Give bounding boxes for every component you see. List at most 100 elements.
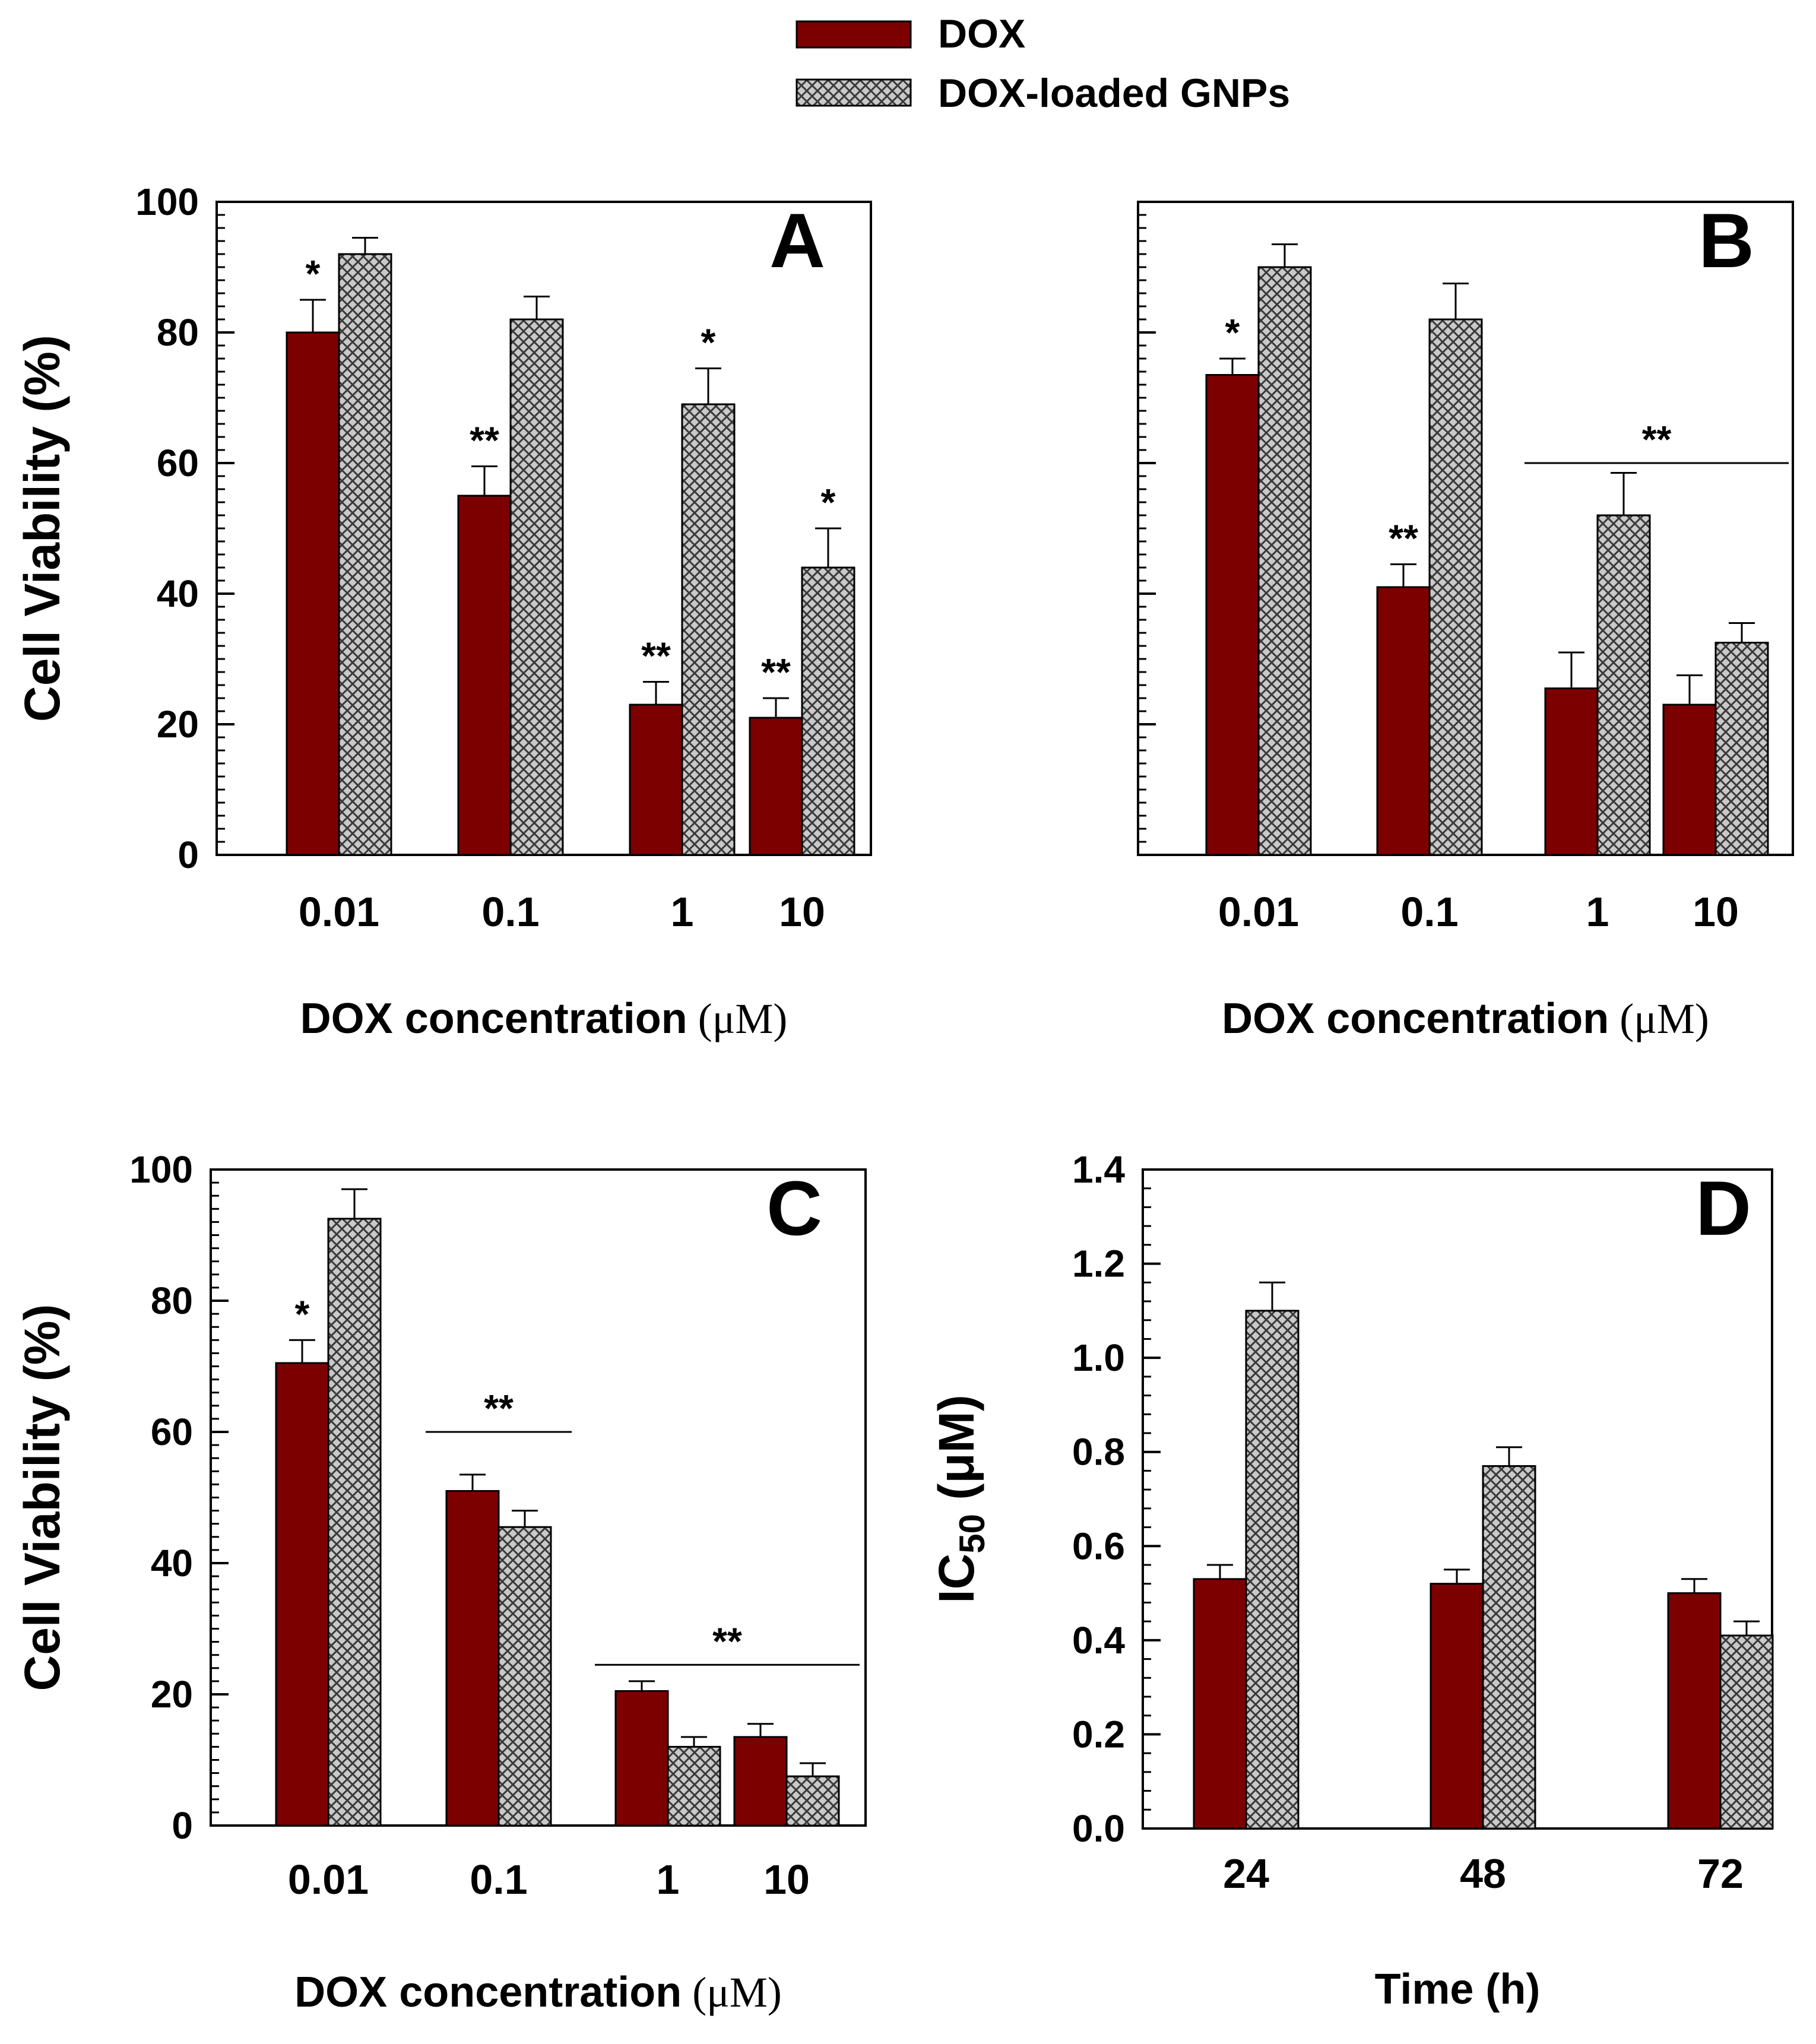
- x-axis-unit: (μM): [682, 1969, 782, 2016]
- bar-dox: [286, 331, 340, 856]
- y-tick-label: 80: [157, 311, 199, 354]
- bar-dox: [1544, 687, 1599, 856]
- bar-dox-loaded-gnps: [338, 253, 392, 856]
- significance-marker: **: [484, 1387, 514, 1430]
- x-tick-label: 0.01: [1218, 889, 1299, 935]
- bar-dox-loaded-gnps: [681, 403, 736, 856]
- significance-marker: **: [1642, 418, 1672, 461]
- bar-dox-loaded-gnps: [327, 1218, 382, 1827]
- y-tick-label: 60: [151, 1411, 193, 1453]
- y-axis-label-subscript: 50: [952, 1514, 992, 1554]
- legend-swatch-dox: [796, 20, 912, 49]
- x-tick-label: 48: [1460, 1850, 1506, 1897]
- y-tick-label: 100: [135, 180, 199, 223]
- y-axis-label: Cell Viability (%): [14, 335, 70, 722]
- y-tick-label: 1.0: [1072, 1336, 1125, 1379]
- bar-dox-loaded-gnps: [1482, 1465, 1536, 1830]
- x-tick-label: 72: [1697, 1850, 1744, 1897]
- legend: DOX DOX-loaded GNPs: [796, 11, 1290, 116]
- significance-marker: **: [761, 651, 791, 693]
- bar-dox-loaded-gnps: [785, 1775, 840, 1827]
- bar-dox-loaded-gnps: [1596, 514, 1651, 856]
- x-axis-unit: (μM): [687, 995, 788, 1042]
- x-axis-label: Time (h): [1375, 1966, 1541, 2013]
- bar-dox-loaded-gnps: [1428, 318, 1483, 856]
- bar-dox-loaded-gnps: [1245, 1310, 1300, 1830]
- y-axis-label: IC50 (μM): [928, 1395, 992, 1603]
- significance-marker: **: [641, 635, 671, 677]
- y-tick-label: 1.2: [1072, 1243, 1125, 1285]
- significance-marker: **: [470, 419, 499, 462]
- bar-dox-loaded-gnps: [509, 318, 564, 856]
- x-axis-label: DOX concentration (μM): [300, 995, 788, 1042]
- bar-dox: [614, 1690, 669, 1827]
- x-axis-label: DOX concentration (μM): [1222, 995, 1709, 1042]
- significance-marker: *: [1225, 311, 1240, 354]
- panel-d: 0.0 0.2 0.4 0.6 0.8 1.0 1.2 1.4 24 48 72 D Time (h) I…: [928, 1148, 1774, 2013]
- bar-dox: [1193, 1578, 1247, 1830]
- y-axis-unit: (μM): [928, 1395, 984, 1514]
- y-tick-label: 80: [151, 1279, 193, 1322]
- x-tick-label: 0.01: [299, 889, 379, 935]
- significance-marker: *: [295, 1292, 310, 1335]
- bar-dox-loaded-gnps: [801, 566, 855, 856]
- y-tick-label: 20: [157, 703, 199, 746]
- y-tick-label: 1.4: [1072, 1148, 1125, 1191]
- panel-label: C: [766, 1165, 822, 1251]
- significance-marker: *: [306, 252, 321, 295]
- bar-dox-loaded-gnps: [667, 1745, 721, 1827]
- y-tick-label: 0.0: [1072, 1807, 1125, 1850]
- x-tick-label: 1: [671, 889, 694, 935]
- x-tick-label: 0.1: [1400, 889, 1458, 935]
- bar-dox: [445, 1490, 500, 1827]
- panel-label: A: [769, 197, 825, 284]
- y-tick-label: 20: [151, 1673, 193, 1716]
- bar-dox: [275, 1362, 329, 1827]
- bar-dox: [629, 703, 683, 856]
- bar-dox: [749, 717, 803, 856]
- bar-dox: [1205, 374, 1260, 856]
- significance-marker: *: [701, 321, 716, 364]
- y-axis-label: Cell Viability (%): [14, 1304, 70, 1691]
- x-tick-label: 10: [1693, 889, 1739, 935]
- y-tick-label: 40: [157, 572, 199, 615]
- bar-dox-loaded-gnps: [1257, 266, 1312, 856]
- significance-marker: **: [1389, 517, 1418, 560]
- bar-dox: [1667, 1592, 1722, 1830]
- y-tick-label: 40: [151, 1542, 193, 1585]
- y-tick-label: 0: [172, 1804, 193, 1847]
- x-tick-label: 0.1: [470, 1856, 527, 1903]
- legend-swatch-gnp: [796, 78, 912, 107]
- x-tick-label: 1: [1586, 889, 1609, 935]
- panel-label: D: [1695, 1165, 1751, 1251]
- x-axis-label: DOX concentration (μM): [294, 1969, 782, 2016]
- significance-marker: **: [712, 1620, 742, 1662]
- y-tick-label: 60: [157, 442, 199, 484]
- x-tick-label: 0.01: [288, 1856, 369, 1903]
- y-tick-label: 0.2: [1072, 1713, 1125, 1755]
- x-tick-label: 0.1: [481, 889, 539, 935]
- legend-label-dox: DOX: [938, 11, 1025, 56]
- x-axis-unit: (μM): [1609, 995, 1709, 1042]
- bar-dox: [1376, 586, 1431, 856]
- bar-dox: [457, 495, 512, 856]
- y-tick-label: 100: [129, 1148, 193, 1191]
- bar-dox-loaded-gnps: [1714, 642, 1769, 856]
- x-tick-label: 1: [657, 1856, 680, 1903]
- bar-dox: [1662, 703, 1717, 856]
- y-tick-label: 0.6: [1072, 1525, 1125, 1567]
- bar-dox: [733, 1736, 788, 1827]
- x-tick-label: 10: [763, 1856, 810, 1903]
- panel-label: B: [1698, 197, 1754, 284]
- y-tick-label: 0.4: [1072, 1619, 1125, 1662]
- legend-label-gnp: DOX-loaded GNPs: [938, 71, 1290, 116]
- bar-dox-loaded-gnps: [1719, 1634, 1774, 1830]
- bar-dox-loaded-gnps: [497, 1526, 552, 1827]
- x-tick-label: 24: [1223, 1850, 1269, 1897]
- bar-dox: [1430, 1583, 1484, 1830]
- x-tick-label: 10: [779, 889, 825, 935]
